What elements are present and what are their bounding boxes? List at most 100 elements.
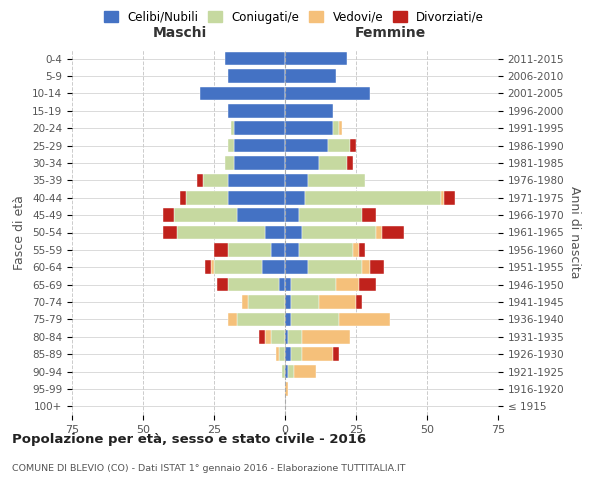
Bar: [234, 122, 285, 135]
Bar: [336, 278, 359, 291]
Bar: [285, 312, 290, 326]
Bar: [285, 139, 328, 152]
Bar: [271, 243, 285, 256]
Bar: [197, 174, 203, 187]
Bar: [285, 348, 290, 361]
Bar: [319, 156, 347, 170]
Bar: [285, 208, 299, 222]
Bar: [211, 260, 214, 274]
Bar: [370, 260, 385, 274]
Bar: [285, 278, 290, 291]
Bar: [441, 191, 444, 204]
Bar: [356, 295, 362, 309]
Y-axis label: Fasce di età: Fasce di età: [13, 195, 26, 270]
Bar: [285, 226, 302, 239]
Bar: [228, 243, 271, 256]
Bar: [180, 191, 185, 204]
Bar: [353, 243, 359, 256]
Bar: [382, 226, 404, 239]
Bar: [262, 260, 285, 274]
Bar: [228, 174, 285, 187]
Bar: [359, 278, 376, 291]
Bar: [359, 243, 365, 256]
Bar: [285, 104, 333, 118]
Bar: [339, 312, 390, 326]
Bar: [228, 312, 237, 326]
Bar: [228, 191, 285, 204]
Bar: [285, 174, 308, 187]
Bar: [290, 278, 336, 291]
Bar: [302, 330, 350, 344]
Bar: [293, 365, 316, 378]
Bar: [226, 156, 234, 170]
Bar: [288, 330, 302, 344]
Bar: [174, 208, 237, 222]
Bar: [285, 330, 288, 344]
Bar: [308, 260, 362, 274]
Bar: [226, 52, 285, 66]
Bar: [299, 243, 353, 256]
Bar: [205, 260, 211, 274]
Bar: [277, 348, 280, 361]
Bar: [163, 226, 177, 239]
Bar: [234, 156, 285, 170]
Bar: [203, 174, 228, 187]
Bar: [333, 122, 339, 135]
Bar: [362, 208, 376, 222]
Bar: [265, 226, 285, 239]
Bar: [305, 191, 441, 204]
Text: COMUNE DI BLEVIO (CO) - Dati ISTAT 1° gennaio 2016 - Elaborazione TUTTITALIA.IT: COMUNE DI BLEVIO (CO) - Dati ISTAT 1° ge…: [12, 464, 406, 473]
Bar: [285, 243, 299, 256]
Bar: [285, 295, 290, 309]
Bar: [288, 365, 293, 378]
Text: Maschi: Maschi: [153, 26, 207, 40]
Bar: [285, 365, 288, 378]
Bar: [214, 260, 262, 274]
Bar: [228, 278, 280, 291]
Bar: [285, 191, 305, 204]
Bar: [319, 295, 356, 309]
Bar: [328, 139, 350, 152]
Bar: [163, 208, 174, 222]
Bar: [285, 52, 347, 66]
Bar: [280, 348, 285, 361]
Bar: [285, 260, 308, 274]
Bar: [339, 122, 342, 135]
Bar: [259, 330, 265, 344]
Bar: [214, 243, 228, 256]
Bar: [299, 208, 362, 222]
Bar: [234, 139, 285, 152]
Bar: [362, 260, 370, 274]
Bar: [177, 226, 265, 239]
Text: Femmine: Femmine: [355, 26, 426, 40]
Bar: [285, 122, 333, 135]
Bar: [242, 295, 248, 309]
Bar: [308, 174, 365, 187]
Bar: [237, 208, 285, 222]
Bar: [285, 156, 319, 170]
Bar: [285, 70, 336, 83]
Bar: [228, 104, 285, 118]
Bar: [231, 122, 234, 135]
Bar: [185, 191, 228, 204]
Bar: [290, 295, 319, 309]
Legend: Celibi/Nubili, Coniugati/e, Vedovi/e, Divorziati/e: Celibi/Nubili, Coniugati/e, Vedovi/e, Di…: [99, 6, 489, 28]
Bar: [228, 139, 234, 152]
Bar: [285, 86, 370, 100]
Bar: [290, 312, 339, 326]
Bar: [444, 191, 455, 204]
Bar: [347, 156, 353, 170]
Bar: [302, 348, 333, 361]
Bar: [290, 348, 302, 361]
Bar: [285, 382, 288, 396]
Bar: [302, 226, 376, 239]
Y-axis label: Anni di nascita: Anni di nascita: [568, 186, 581, 279]
Text: Popolazione per età, sesso e stato civile - 2016: Popolazione per età, sesso e stato civil…: [12, 432, 366, 446]
Bar: [217, 278, 228, 291]
Bar: [282, 365, 285, 378]
Bar: [228, 70, 285, 83]
Bar: [237, 312, 285, 326]
Bar: [333, 348, 339, 361]
Bar: [271, 330, 285, 344]
Bar: [280, 278, 285, 291]
